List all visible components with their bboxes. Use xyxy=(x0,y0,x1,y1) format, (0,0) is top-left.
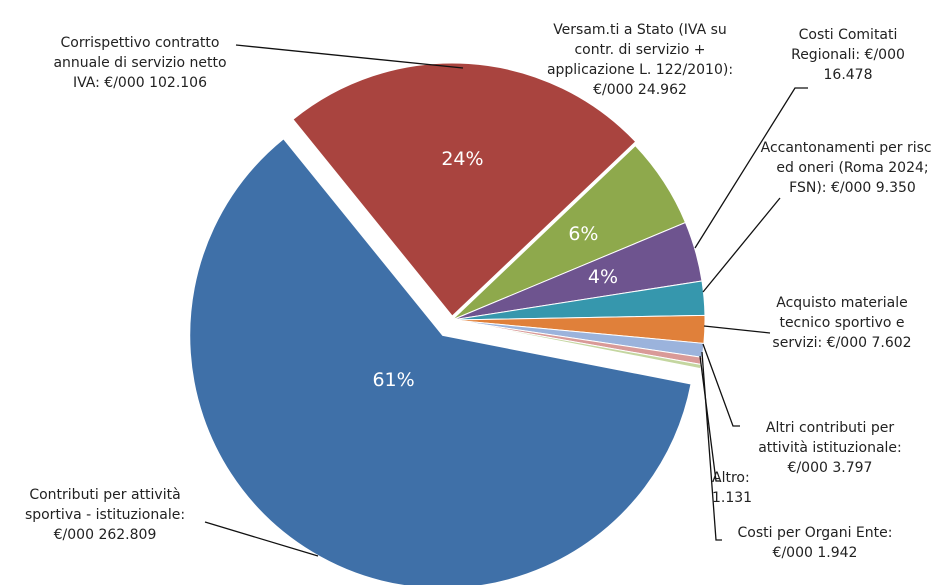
data-label: Accantonamenti per rischi ed oneri (Roma… xyxy=(760,138,932,198)
category-label: Costi per Organi Ente: €/000 xyxy=(737,525,893,561)
value-label: 7.602 xyxy=(871,335,912,351)
value-label: 16.478 xyxy=(823,67,873,83)
data-label: Altri contributi per attività istituzion… xyxy=(740,418,920,478)
value-label: 9.350 xyxy=(875,180,916,196)
value-label: 24.962 xyxy=(637,82,687,98)
leader-line xyxy=(703,325,771,334)
value-label: 262.809 xyxy=(98,527,157,543)
data-label: Corrispettivo contratto annuale di servi… xyxy=(40,33,240,93)
percent-label: 4% xyxy=(588,266,618,288)
value-label: 1.942 xyxy=(817,545,858,561)
category-label: Contributi per attività sportiva - istit… xyxy=(24,487,186,543)
category-label: Altri contributi per attività istituzion… xyxy=(758,420,902,476)
percent-label: 6% xyxy=(568,223,598,245)
category-label: Acquisto materiale tecnico sportivo e se… xyxy=(772,295,908,351)
category-label: Corrispettivo contratto annuale di servi… xyxy=(53,35,227,91)
value-label: 3.797 xyxy=(832,460,873,476)
leader-line xyxy=(204,521,319,557)
category-label: Altro: xyxy=(712,470,750,486)
value-label: 102.106 xyxy=(149,75,207,91)
category-label: Accantonamenti per rischi ed oneri (Roma… xyxy=(760,140,932,196)
percent-label: 61% xyxy=(372,369,414,391)
pie-slice xyxy=(292,62,637,317)
data-label: Acquisto materiale tecnico sportivo e se… xyxy=(762,293,922,353)
leader-line xyxy=(694,87,808,249)
leader-line xyxy=(699,355,720,482)
data-label: Versam.ti a Stato (IVA su contr. di serv… xyxy=(545,20,735,100)
category-label: Costi Comitati Regionali: €/000 xyxy=(791,27,905,63)
pie-slice xyxy=(189,138,692,585)
leader-line xyxy=(235,44,464,69)
leader-line xyxy=(702,343,740,427)
data-label: Contributi per attività sportiva - istit… xyxy=(5,485,205,545)
data-label: Altro: 1.131 xyxy=(712,468,772,508)
leader-line xyxy=(702,197,781,293)
value-label: 1.131 xyxy=(712,490,753,506)
data-label: Costi Comitati Regionali: €/000 16.478 xyxy=(768,25,928,85)
leader-line xyxy=(701,351,722,541)
category-label: Versam.ti a Stato (IVA su contr. di serv… xyxy=(546,22,734,98)
percent-label: 24% xyxy=(441,148,483,170)
data-label: Costi per Organi Ente: €/000 1.942 xyxy=(720,523,910,563)
